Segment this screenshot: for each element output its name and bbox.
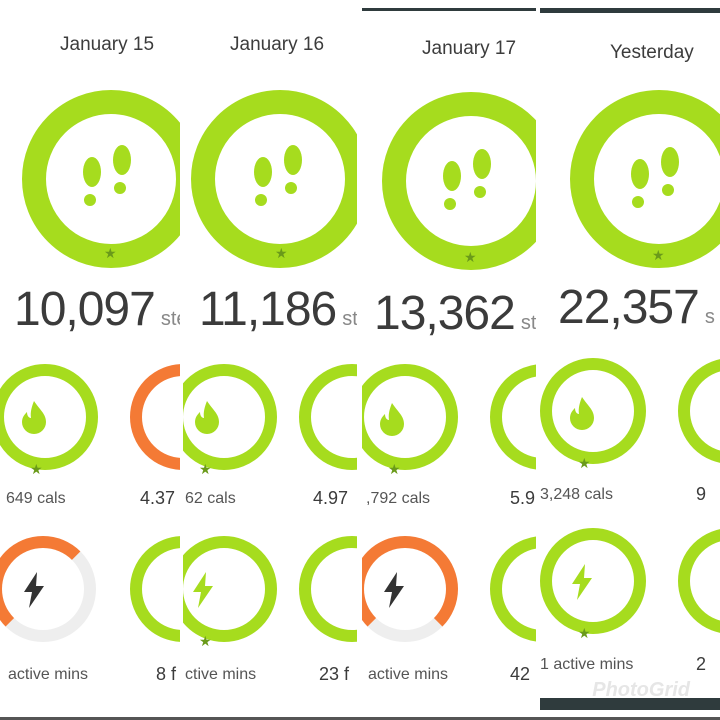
distance-value: 5.9 [510, 488, 536, 508]
floors-ring[interactable] [299, 536, 357, 642]
floors-value: 42 [510, 664, 531, 684]
steps-count: 10,097ste [14, 283, 180, 336]
flame-icon [195, 401, 219, 434]
goal-star-icon: ★ [199, 461, 212, 477]
top-bar [540, 8, 720, 13]
calories-value: 649 cals [6, 490, 66, 507]
footprints-icon [631, 147, 679, 208]
lightning-icon [193, 572, 213, 608]
goal-star-icon: ★ [388, 461, 401, 477]
footprints-icon [443, 149, 491, 210]
distance-value: 4.97 [313, 488, 349, 508]
floors-ring[interactable] [678, 528, 720, 634]
footprints-icon [83, 145, 131, 206]
lightning-icon [572, 564, 592, 600]
lightning-icon [24, 572, 44, 608]
distance-value: 4.37 [140, 488, 176, 508]
active-minutes-value: 1 active mins [540, 656, 634, 673]
goal-star-icon: ★ [464, 249, 477, 265]
distance-ring[interactable] [299, 364, 357, 470]
steps-count: 22,357 s [558, 281, 715, 334]
date-label: January 16 [230, 34, 325, 55]
steps-count: 13,362 st [374, 287, 536, 340]
date-label: Yesterday [610, 42, 694, 63]
goal-star-icon: ★ [652, 247, 665, 263]
distance-ring[interactable] [490, 364, 536, 470]
floors-value: 8 f [156, 664, 177, 684]
distance-value: 9 [696, 484, 707, 504]
calories-value: ,792 cals [366, 490, 431, 507]
steps-count: 11,186steps [199, 283, 357, 336]
active-minutes-value: ctive mins [185, 666, 257, 683]
goal-star-icon: ★ [104, 245, 117, 261]
floors-value: 23 f [319, 664, 350, 684]
watermark-logo: PhotoGrid [592, 679, 690, 701]
distance-ring[interactable] [130, 364, 180, 470]
calories-ring[interactable] [362, 364, 458, 470]
floors-ring[interactable] [130, 536, 180, 642]
active-minutes-value: active mins [8, 666, 89, 683]
goal-star-icon: ★ [275, 245, 288, 261]
active-minutes-value: active mins [368, 666, 449, 683]
goal-star-icon: ★ [30, 461, 43, 477]
footprints-icon [254, 145, 302, 206]
floors-ring[interactable] [490, 536, 536, 642]
day-panel-1[interactable]: January 15 ★ 10,097ste ★ 649 cals 4.37 a… [0, 0, 180, 720]
calories-value: 3,248 cals [540, 486, 613, 503]
goal-star-icon: ★ [578, 625, 591, 641]
lightning-icon [384, 572, 404, 608]
date-label: January 17 [422, 38, 517, 59]
day-panel-3[interactable]: January 17 ★ 13,362 st ★ ,792 cals 5.9 ac… [362, 0, 536, 720]
flame-icon [380, 403, 404, 436]
bottom-bar [540, 698, 720, 710]
active-minutes-ring[interactable] [0, 536, 96, 642]
flame-icon [22, 401, 46, 434]
goal-star-icon: ★ [578, 455, 591, 471]
flame-icon [570, 397, 594, 430]
day-panel-2[interactable]: January 16 ★ 11,186steps ★ 62 cals 4.97 … [183, 0, 357, 720]
goal-star-icon: ★ [199, 633, 212, 649]
bottom-edge [0, 717, 720, 720]
calories-value: 62 cals [185, 490, 236, 507]
calories-ring[interactable] [0, 364, 98, 470]
day-panel-4[interactable]: Yesterday ★ 22,357 s ★ 3,248 cals 9 ★ 1 a… [540, 0, 720, 720]
top-bar [362, 8, 536, 11]
active-minutes-ring[interactable] [362, 536, 458, 642]
floors-value: 2 [696, 654, 707, 674]
date-label: January 15 [60, 34, 155, 55]
distance-ring[interactable] [678, 358, 720, 464]
